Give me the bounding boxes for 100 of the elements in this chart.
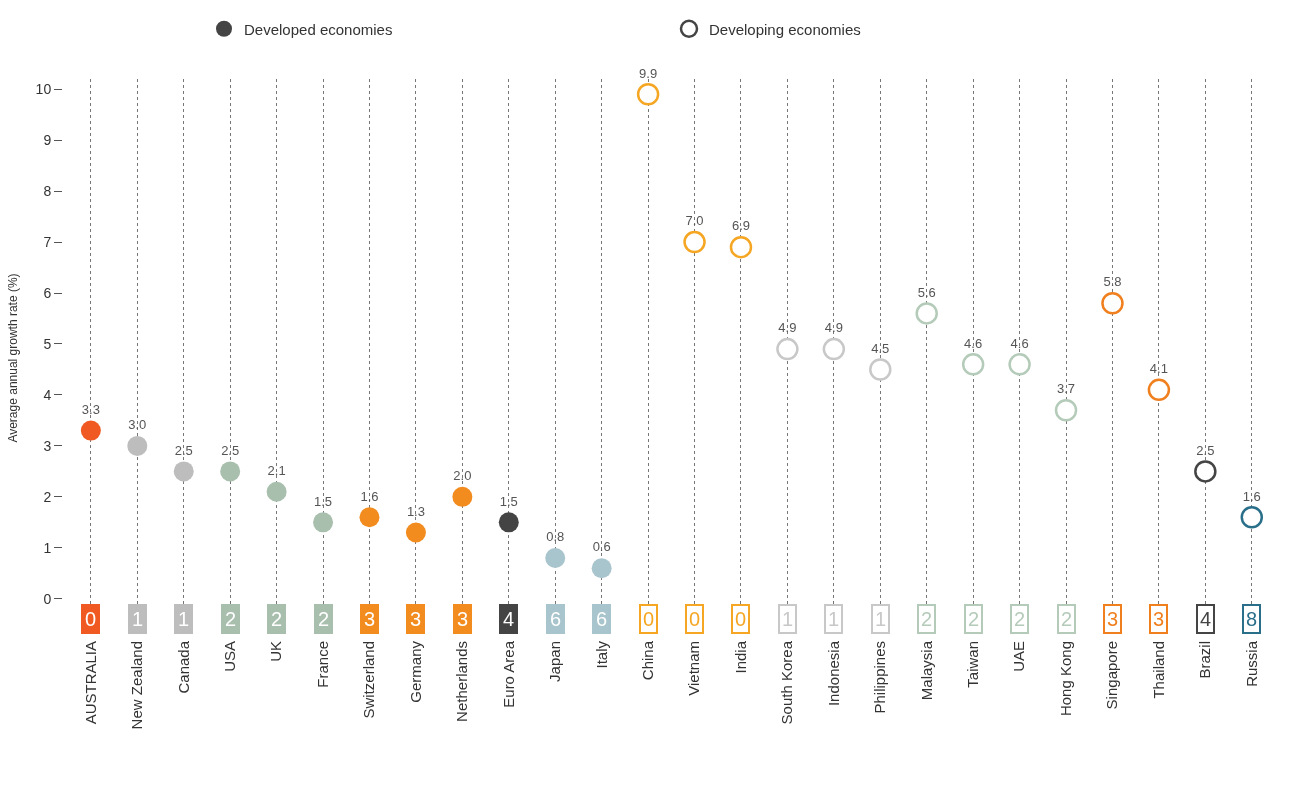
x-tick-label: Singapore [1103,641,1121,710]
data-label: 4.5 [871,340,890,356]
y-tick-label: 3 [43,437,52,454]
point [452,486,473,507]
y-axis-title: Average annual growth rate (%) [5,273,20,443]
point [636,83,660,106]
y-tick-label: 6 [43,284,52,301]
data-label: 6.9 [731,218,751,234]
x-tick-label: UAE [1010,641,1028,672]
point [545,548,566,568]
data-label: 1.5 [499,493,518,509]
x-tick-label: Canada [174,640,192,694]
x-tick-label: South Korea [778,640,796,725]
point [127,435,148,456]
x-tick-label: Philippines [871,641,889,714]
x-tick-label: Switzerland [360,641,378,719]
annotation: 2 [225,608,237,630]
point [1101,291,1124,315]
x-tick-label: Euro Area [499,640,517,708]
data-label: 9.9 [639,65,658,81]
annotation: 4 [503,608,515,630]
x-tick-label: Germany [406,640,424,703]
annotation: 3 [1153,608,1165,630]
x-tick-label: Italy [592,640,610,669]
annotation: 0 [85,608,97,630]
annotation: 2 [318,608,330,630]
annotation: 8 [1246,608,1258,630]
data-label: 4.6 [1010,335,1029,351]
annotation: 6 [596,608,608,630]
x-tick-label: China [638,640,656,681]
data-label: 2.5 [221,442,240,458]
data-label: 7.0 [685,213,704,229]
annotation: 4 [1200,608,1212,630]
point [359,507,380,528]
point [822,337,846,361]
annotation: 0 [689,608,701,630]
point [591,558,612,579]
annotation: 0 [735,608,747,630]
data-label: 4.9 [824,320,843,336]
x-tick-label: USA [221,641,239,672]
data-label: 5.6 [917,284,936,300]
point [1240,506,1264,529]
x-tick-label: AUSTRALIA [81,641,99,725]
point [173,461,194,482]
data-label: 1.5 [314,493,333,509]
point [869,358,892,381]
y-tick-label: 7 [43,233,52,250]
data-label: 2.5 [174,442,193,458]
y-tick-label: 2 [43,488,52,505]
point [1194,460,1217,483]
y-tick-label: 8 [43,183,52,200]
data-label: 3.0 [128,417,147,433]
y-tick-label: 9 [43,132,52,149]
data-label: 3.3 [81,401,100,417]
data-label: 1.3 [406,503,425,519]
annotation: 6 [550,608,562,630]
y-tick-label: 0 [43,590,52,607]
data-label: 3.7 [1056,381,1076,397]
annotation: 2 [1061,608,1073,630]
point [80,420,101,441]
annotation: 2 [271,608,283,630]
y-tick-label: 5 [43,335,52,352]
x-tick-label: Indonesia [824,640,842,707]
point [1147,378,1171,402]
annotation: 2 [1014,608,1026,630]
data-label: 1.6 [1242,488,1261,504]
legend-label: Developing economies [709,20,861,38]
annotation: 3 [457,608,469,630]
point [405,522,426,543]
point [498,512,519,533]
annotation: 3 [1107,608,1119,630]
x-tick-label: Hong Kong [1056,641,1074,717]
point [683,230,706,254]
point [1008,353,1031,376]
point [776,337,799,361]
data-label: 1.6 [360,488,379,504]
data-label: 2.0 [453,468,472,484]
data-label: 0.8 [546,529,565,545]
annotation: 1 [178,608,190,630]
data-label: 5.8 [1103,274,1122,290]
y-tick-label: 4 [43,386,52,403]
y-tick-label: 10 [35,81,52,98]
annotation: 3 [410,608,422,630]
point [1054,398,1078,422]
x-tick-label: Netherlands [453,641,471,722]
annotation: 1 [132,608,144,630]
data-label: 4.6 [964,335,983,351]
data-label: 4.1 [1149,361,1168,377]
annotation: 2 [921,608,933,630]
data-label: 0.6 [592,539,611,555]
x-tick-label: Japan [546,641,564,682]
point [729,235,753,259]
x-tick-label: Vietnam [685,641,703,696]
y-tick-label: 1 [43,539,52,556]
point [313,512,334,533]
x-tick-label: Thailand [1149,641,1167,699]
x-tick-label: New Zealand [128,641,146,730]
x-tick-label: Malaysia [917,640,935,701]
point [961,353,985,376]
data-label: 2.5 [1196,442,1215,458]
